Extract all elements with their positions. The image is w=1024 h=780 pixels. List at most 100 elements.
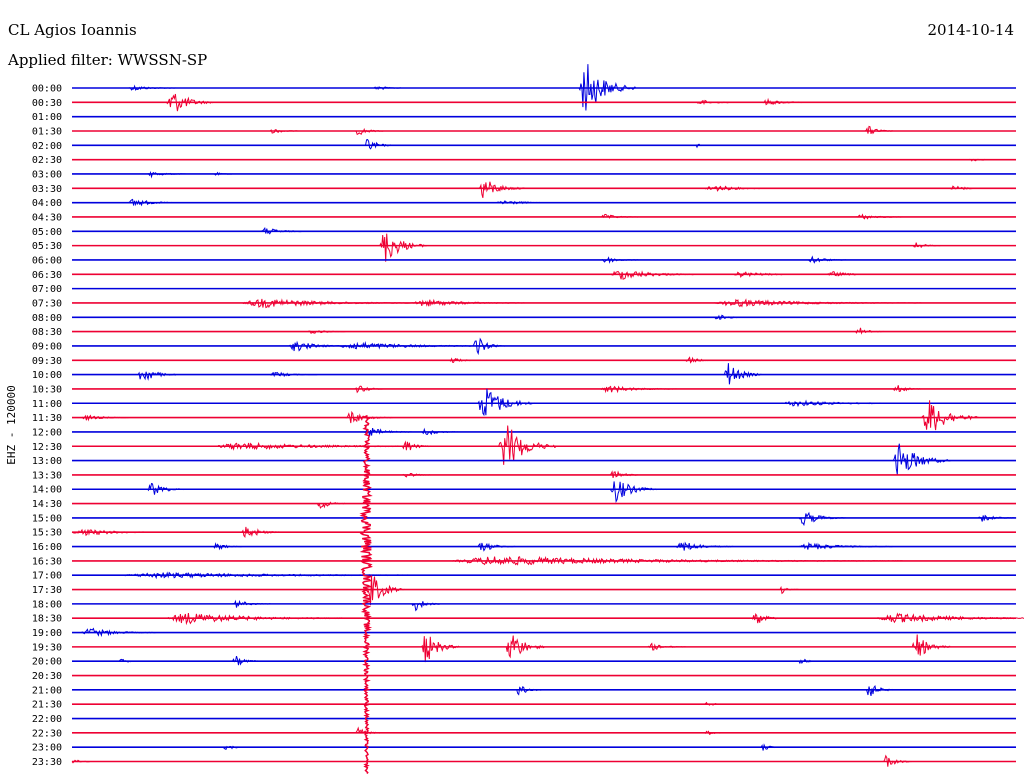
seismic-event xyxy=(798,541,894,550)
seismic-event xyxy=(723,363,762,385)
seismic-event xyxy=(515,686,544,696)
seismic-event xyxy=(147,170,186,179)
seismic-event xyxy=(498,425,556,465)
time-label: 17:30 xyxy=(32,585,62,596)
time-label: 13:30 xyxy=(32,470,62,481)
seismic-event xyxy=(855,213,903,220)
seismic-event xyxy=(364,427,412,437)
time-label: 05:00 xyxy=(32,227,62,238)
seismic-event xyxy=(685,356,714,364)
time-label: 23:00 xyxy=(32,743,62,754)
time-label: 05:30 xyxy=(32,241,62,252)
seismic-event xyxy=(288,340,347,352)
seismic-event xyxy=(354,726,384,735)
seismic-event xyxy=(366,575,405,606)
seismic-event xyxy=(578,64,637,111)
seismic-event xyxy=(477,388,536,417)
seismic-event xyxy=(694,143,714,149)
seismic-event xyxy=(232,599,271,608)
seismic-event xyxy=(477,542,516,552)
seismic-event xyxy=(779,585,800,595)
time-label: 01:00 xyxy=(32,112,62,123)
time-label: 14:30 xyxy=(32,499,62,510)
seismic-event xyxy=(977,514,1017,522)
time-label: 02:00 xyxy=(32,141,62,152)
seismic-event xyxy=(364,139,393,150)
time-label: 07:30 xyxy=(32,298,62,309)
filter-label: Applied filter: WWSSN-SP xyxy=(8,51,208,69)
seismic-event xyxy=(137,371,177,381)
seismic-event xyxy=(269,129,299,134)
seismic-event xyxy=(316,501,346,509)
time-label: 19:00 xyxy=(32,628,62,639)
channel-label: EHZ - 120000 xyxy=(5,385,18,464)
seismic-event xyxy=(704,701,724,706)
time-label: 07:00 xyxy=(32,284,62,295)
seismic-event xyxy=(808,255,847,264)
seismic-event xyxy=(411,298,525,307)
seismic-event xyxy=(118,658,139,663)
time-label: 04:30 xyxy=(32,212,62,223)
seismic-event xyxy=(71,528,167,537)
time-label: 18:30 xyxy=(32,614,62,625)
time-label: 06:30 xyxy=(32,270,62,281)
seismic-event xyxy=(779,399,923,408)
seismic-event xyxy=(241,298,431,309)
seismic-event xyxy=(81,414,129,422)
seismic-event xyxy=(609,270,705,280)
seismic-event xyxy=(128,84,176,91)
seismic-event xyxy=(345,410,393,424)
seismic-event xyxy=(911,634,951,656)
seismic-event xyxy=(166,613,356,626)
seismic-event xyxy=(477,181,525,199)
seismic-event xyxy=(373,86,403,91)
seismic-event xyxy=(694,99,743,106)
time-label: 06:00 xyxy=(32,255,62,266)
time-label: 18:00 xyxy=(32,599,62,610)
seismic-event xyxy=(241,526,281,539)
time-label: 10:00 xyxy=(32,370,62,381)
time-label: 14:00 xyxy=(32,485,62,496)
trace-group xyxy=(71,64,1024,775)
time-label: 10:30 xyxy=(32,384,62,395)
seismic-event xyxy=(270,371,318,378)
seismic-event xyxy=(798,658,818,665)
seismic-event xyxy=(855,327,884,335)
seismic-event xyxy=(751,613,780,624)
seismic-event xyxy=(609,481,658,504)
seismic-event xyxy=(260,226,308,235)
time-label: 21:00 xyxy=(32,685,62,696)
time-label: 02:30 xyxy=(32,155,62,166)
seismic-event xyxy=(354,385,384,394)
time-label: 01:30 xyxy=(32,126,62,137)
time-label: 09:00 xyxy=(32,341,62,352)
time-label: 08:30 xyxy=(32,327,62,338)
time-label: 16:00 xyxy=(32,542,62,553)
seismic-event xyxy=(883,754,912,767)
seismic-event xyxy=(449,357,478,363)
time-label: 20:00 xyxy=(32,657,62,668)
time-label: 11:30 xyxy=(32,413,62,424)
time-label: 03:30 xyxy=(32,184,62,195)
time-label: 19:30 xyxy=(32,642,62,653)
time-label: 20:30 xyxy=(32,671,62,682)
date-label: 2014-10-14 xyxy=(927,21,1014,39)
time-label: 12:30 xyxy=(32,442,62,453)
time-label: 16:30 xyxy=(32,556,62,567)
time-label: 21:30 xyxy=(32,700,62,711)
seismic-event xyxy=(379,233,427,262)
seismic-event xyxy=(675,541,734,551)
seismic-event xyxy=(600,256,639,264)
seismic-event xyxy=(505,635,545,659)
seismic-event xyxy=(864,684,894,697)
seismic-event xyxy=(921,400,979,431)
seismic-event xyxy=(892,385,922,392)
time-label: 23:30 xyxy=(32,757,62,768)
time-label: 15:00 xyxy=(32,513,62,524)
major-earthquake-trace xyxy=(359,414,373,775)
seismic-event xyxy=(81,627,158,638)
seismic-event xyxy=(798,511,846,527)
seismic-event xyxy=(411,601,440,612)
time-label: 17:00 xyxy=(32,571,62,582)
